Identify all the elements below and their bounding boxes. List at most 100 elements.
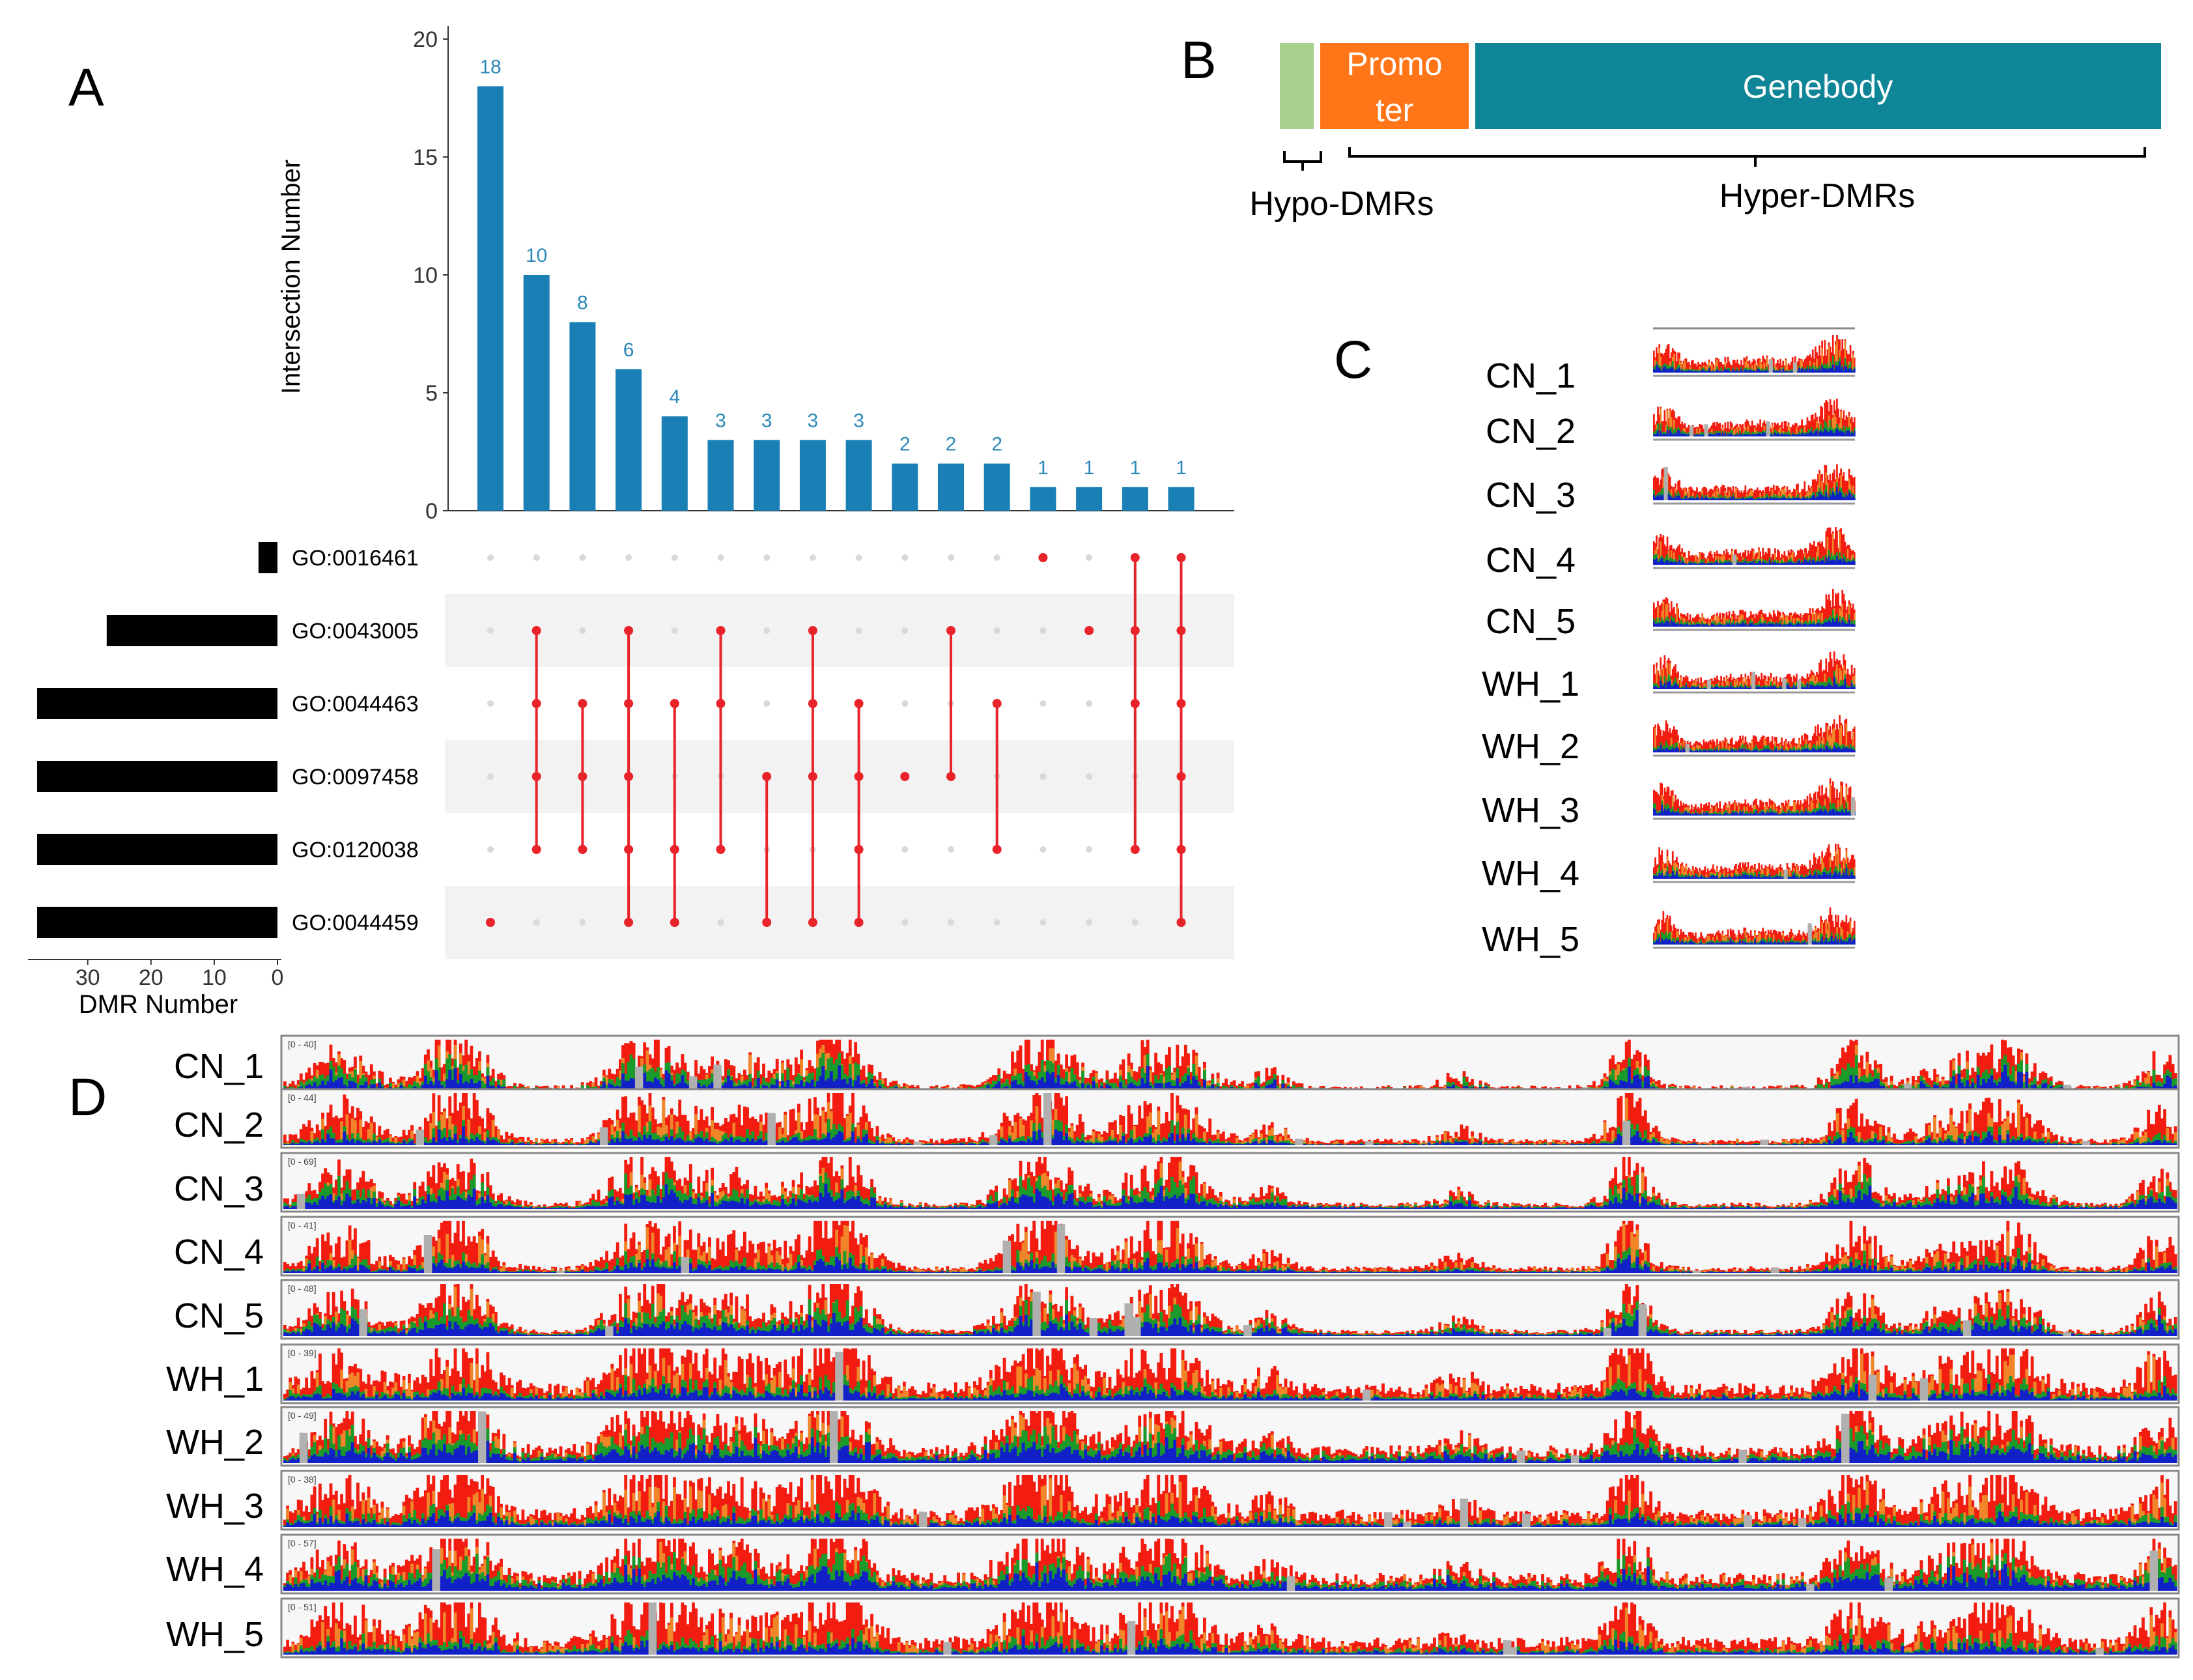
track-blue-layer — [1653, 428, 1856, 436]
region-track: CN_4 [0 - 41] — [174, 1216, 2180, 1277]
panel-c-gene-tracks: C CN_1 CN_2 CN_3 CN_4 CN_5 WH_1 WH_2 WH_3 WH_4 WH… — [1334, 327, 1856, 959]
matrix-dot-inactive — [717, 919, 724, 926]
set-size-axis: DMR Number 30 20 10 0 — [28, 959, 284, 1019]
matrix-dot-active — [808, 918, 817, 927]
hypo-dmrs-label: Hypo-DMRs — [1249, 185, 1434, 223]
matrix-dot-inactive — [487, 700, 494, 707]
set-axis-tick-label: 0 — [272, 965, 284, 990]
intersection-bar — [799, 440, 826, 511]
panel-a-label: A — [68, 58, 104, 117]
matrix-dot-inactive — [1086, 700, 1093, 707]
intersection-bar-label: 3 — [808, 410, 819, 431]
matrix-dot-inactive — [763, 554, 771, 561]
matrix-dot-inactive — [1086, 773, 1093, 780]
region-track: CN_1 [0 - 40] — [174, 1034, 2180, 1096]
intersection-bar — [1076, 487, 1103, 511]
track-grey-layer — [1807, 923, 1812, 945]
matrix-dot-inactive — [579, 554, 586, 561]
region-track-range: [0 - 49] — [288, 1410, 317, 1421]
intersection-bar-label: 10 — [526, 245, 547, 266]
track-blue-layer — [1653, 868, 1856, 879]
matrix-dot-inactive — [579, 919, 586, 926]
matrix-dot-inactive — [901, 919, 909, 926]
matrix-dot-inactive — [533, 554, 540, 561]
matrix-stripe — [445, 740, 1234, 813]
gene-track-label: CN_2 — [1486, 412, 1576, 451]
matrix-dot-active — [992, 699, 1002, 708]
intersection-bar-label: 2 — [899, 434, 911, 455]
set-size-bar — [37, 907, 277, 938]
matrix-dot-active — [531, 772, 541, 781]
intersection-bar — [983, 463, 1010, 511]
set-size-bar — [37, 688, 277, 719]
track-blue-layer — [283, 1126, 2177, 1145]
track-grey-layer — [1850, 797, 1855, 816]
panel-c-label: C — [1334, 330, 1372, 390]
track-green-layer — [1653, 356, 1856, 373]
gene-track-label: CN_4 — [1486, 541, 1576, 580]
region-track-label: CN_1 — [174, 1047, 264, 1086]
region-track-label: CN_4 — [174, 1232, 264, 1272]
track-blue-layer — [1653, 804, 1856, 816]
matrix-dot-inactive — [901, 627, 909, 634]
x-axis-title: DMR Number — [79, 990, 238, 1019]
matrix-dot-active — [854, 918, 864, 927]
matrix-dot-active — [1038, 553, 1048, 562]
set-size-bar — [258, 542, 277, 573]
track-blue-layer — [1653, 618, 1856, 627]
intersection-bar — [1168, 487, 1195, 511]
matrix-dot-active — [531, 845, 541, 854]
track-blue-layer — [1653, 676, 1856, 689]
gene-track: CN_2 — [1486, 399, 1856, 451]
matrix-dot-active — [1130, 626, 1140, 635]
matrix-dot-active — [624, 699, 634, 708]
matrix-dot-inactive — [948, 846, 954, 853]
gene-track-label: CN_1 — [1486, 356, 1576, 395]
region-track-range: [0 - 51] — [288, 1602, 317, 1612]
gene-track-list: CN_1 CN_2 CN_3 CN_4 CN_5 WH_1 WH_2 WH_3 WH_4 WH_5 — [1482, 327, 1856, 959]
track-blue-layer — [1653, 487, 1856, 500]
track-red-layer — [283, 1284, 2177, 1336]
matrix-dot-active — [1176, 699, 1186, 708]
region-track-label: WH_1 — [166, 1360, 264, 1399]
region-track-range: [0 - 69] — [288, 1156, 317, 1167]
matrix-dot-inactive — [948, 554, 954, 561]
track-green-layer — [1653, 932, 1856, 945]
region-track: CN_3 [0 - 69] — [174, 1152, 2180, 1213]
region-track-range: [0 - 41] — [288, 1220, 317, 1231]
track-blue-layer — [283, 1184, 2177, 1209]
intersection-bar-label: 4 — [669, 386, 680, 408]
track-blue-layer — [283, 1384, 2177, 1401]
gene-track: CN_4 — [1486, 527, 1856, 580]
matrix-dot-active — [1084, 626, 1094, 635]
gene-track: WH_5 — [1482, 907, 1856, 959]
matrix-dot-inactive — [1040, 773, 1047, 780]
track-grey-layer — [1689, 421, 1770, 436]
gene-track: WH_3 — [1482, 778, 1856, 830]
matrix-dot-inactive — [1040, 846, 1047, 853]
region-track-label: CN_2 — [174, 1105, 264, 1145]
track-blue-layer — [1653, 556, 1856, 565]
gene-track-label: CN_5 — [1486, 602, 1576, 641]
promoter-region — [1320, 43, 1469, 129]
set-label: GO:0097458 — [292, 765, 419, 790]
matrix-dot-inactive — [948, 919, 954, 926]
matrix-dot-active — [1176, 918, 1186, 927]
track-red-layer — [283, 1157, 2177, 1209]
region-track: WH_2 [0 - 49] — [166, 1406, 2180, 1467]
track-green-layer — [283, 1374, 2177, 1401]
track-red-layer — [1653, 335, 1856, 373]
track-grey-layer — [1768, 359, 1798, 373]
track-green-layer — [1653, 420, 1856, 436]
matrix-dot-inactive — [855, 627, 862, 634]
matrix-dot-active — [716, 845, 726, 854]
matrix-dot-inactive — [625, 554, 632, 561]
matrix-dot-active — [578, 845, 587, 854]
matrix-dot-active — [808, 772, 817, 781]
matrix-dot-active — [946, 772, 955, 781]
gene-track-label: WH_1 — [1482, 664, 1579, 704]
set-axis-tick-label: 10 — [202, 965, 227, 990]
matrix-dot-active — [531, 699, 541, 708]
y-axis-title: Intersection Number — [277, 160, 305, 394]
